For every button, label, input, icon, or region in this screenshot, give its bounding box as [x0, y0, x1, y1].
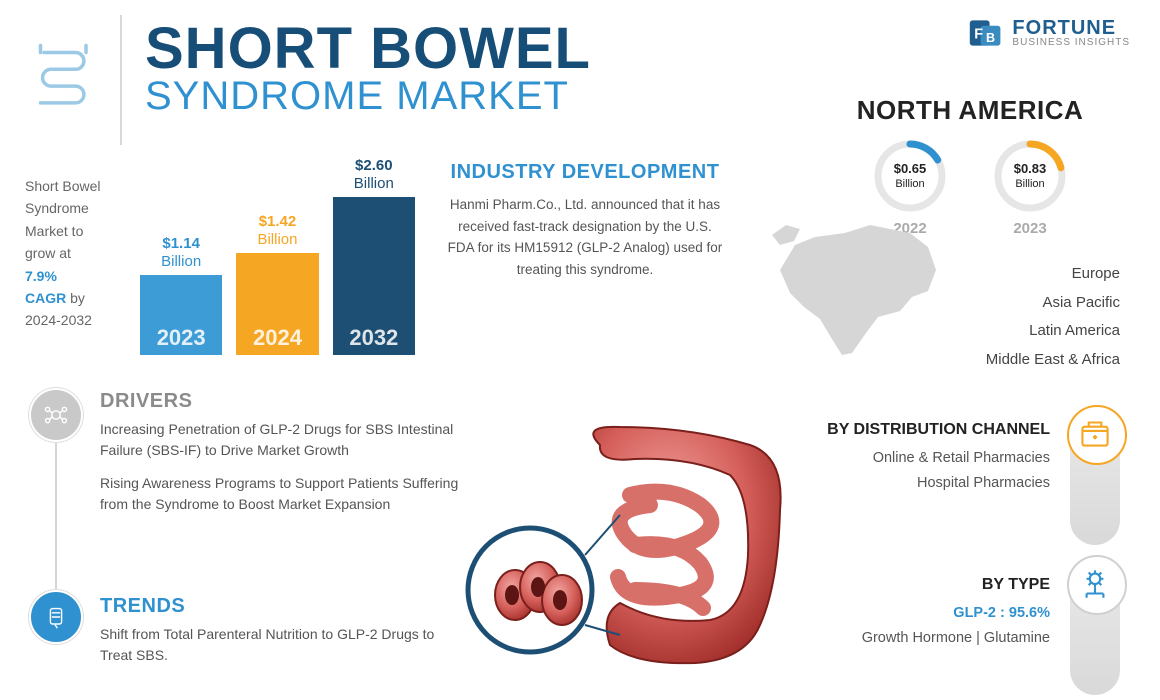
brand-logo: F B FORTUNE BUSINESS INSIGHTS — [968, 15, 1130, 51]
market-bar-chart: $1.14Billion 2023 $1.42Billion 2024 $2.6… — [140, 155, 415, 355]
region-item: Asia Pacific — [986, 289, 1120, 318]
distribution-items: Online & Retail PharmaciesHospital Pharm… — [820, 446, 1050, 495]
trends-title: TRENDS — [100, 595, 460, 618]
distribution-item: Online & Retail Pharmacies — [820, 446, 1050, 471]
logo-icon: F B — [968, 15, 1004, 51]
bar-column: $1.42Billion 2024 — [236, 213, 318, 355]
north-america-map-icon — [760, 215, 960, 365]
txt: 2024-2032 — [25, 309, 125, 331]
driver-item: Rising Awareness Programs to Support Pat… — [100, 473, 460, 515]
svg-text:$0.83: $0.83 — [1014, 161, 1047, 176]
bar-column: $2.60Billion 2032 — [333, 157, 415, 355]
bar-rect: 2023 — [140, 275, 222, 355]
ind-dev-body: Hanmi Pharm.Co., Ltd. announced that it … — [445, 194, 725, 280]
intestine-illustration-icon — [460, 415, 800, 680]
bar-value-label: $1.42Billion — [257, 213, 297, 249]
intestine-line-icon — [30, 35, 100, 110]
trends-node-icon — [29, 590, 83, 644]
pharmacy-icon — [1074, 412, 1116, 454]
drivers-node-icon — [29, 388, 83, 442]
type-highlight: GLP-2 : 95.6% — [820, 601, 1050, 626]
title-line2: SYNDROME MARKET — [145, 74, 591, 119]
title-divider — [120, 15, 122, 145]
growth-summary: Short Bowel Syndrome Market to grow at 7… — [25, 175, 125, 332]
bar-rect: 2032 — [333, 197, 415, 355]
txt: by — [70, 290, 85, 306]
region-item: Latin America — [986, 317, 1120, 346]
trends-body: Shift from Total Parenteral Nutrition to… — [100, 624, 460, 666]
donut-year: 2023 — [990, 220, 1070, 237]
industry-development: INDUSTRY DEVELOPMENT Hanmi Pharm.Co., Lt… — [445, 160, 725, 280]
logo-sub: BUSINESS INSIGHTS — [1012, 38, 1130, 48]
bar-value-label: $2.60Billion — [354, 157, 394, 193]
distribution-item: Hospital Pharmacies — [820, 471, 1050, 496]
donut-chart: $0.83 Billion 2023 — [990, 136, 1070, 237]
txt: Syndrome — [25, 197, 125, 219]
logo-main: FORTUNE — [1012, 18, 1130, 38]
svg-text:Billion: Billion — [895, 178, 924, 190]
bar-year: 2032 — [333, 325, 415, 351]
cagr-pct: 7.9% — [25, 265, 125, 287]
svg-text:$0.65: $0.65 — [894, 161, 927, 176]
txt: Market to — [25, 220, 125, 242]
type-section: BY TYPE GLP-2 : 95.6% Growth Hormone | G… — [820, 575, 1050, 650]
bar-year: 2023 — [140, 325, 222, 351]
na-title: NORTH AMERICA — [810, 95, 1130, 126]
cagr-label: CAGR — [25, 290, 66, 306]
drivers-body: Increasing Penetration of GLP-2 Drugs fo… — [100, 419, 460, 515]
svg-text:F: F — [975, 26, 984, 42]
txt: Short Bowel — [25, 175, 125, 197]
title-line1: SHORT BOWEL — [145, 15, 591, 82]
ind-dev-title: INDUSTRY DEVELOPMENT — [445, 160, 725, 184]
bar-value-label: $1.14Billion — [161, 235, 201, 271]
drivers-section: DRIVERS Increasing Penetration of GLP-2 … — [100, 390, 460, 527]
driver-item: Increasing Penetration of GLP-2 Drugs fo… — [100, 419, 460, 461]
other-regions-list: EuropeAsia PacificLatin AmericaMiddle Ea… — [986, 260, 1120, 374]
svg-text:Billion: Billion — [1015, 178, 1044, 190]
type-others: Growth Hormone | Glutamine — [820, 626, 1050, 651]
txt: grow at — [25, 242, 125, 264]
region-item: Middle East & Africa — [986, 346, 1120, 375]
type-title: BY TYPE — [820, 575, 1050, 595]
distribution-title: BY DISTRIBUTION CHANNEL — [820, 420, 1050, 440]
drivers-title: DRIVERS — [100, 390, 460, 413]
distribution-section: BY DISTRIBUTION CHANNEL Online & Retail … — [820, 420, 1050, 495]
region-item: Europe — [986, 260, 1120, 289]
bar-year: 2024 — [236, 325, 318, 351]
page-title: SHORT BOWEL SYNDROME MARKET — [145, 15, 591, 119]
bar-column: $1.14Billion 2023 — [140, 235, 222, 355]
type-gear-icon — [1074, 562, 1116, 604]
svg-text:B: B — [986, 31, 995, 45]
bar-rect: 2024 — [236, 253, 318, 355]
trends-section: TRENDS Shift from Total Parenteral Nutri… — [100, 595, 460, 666]
